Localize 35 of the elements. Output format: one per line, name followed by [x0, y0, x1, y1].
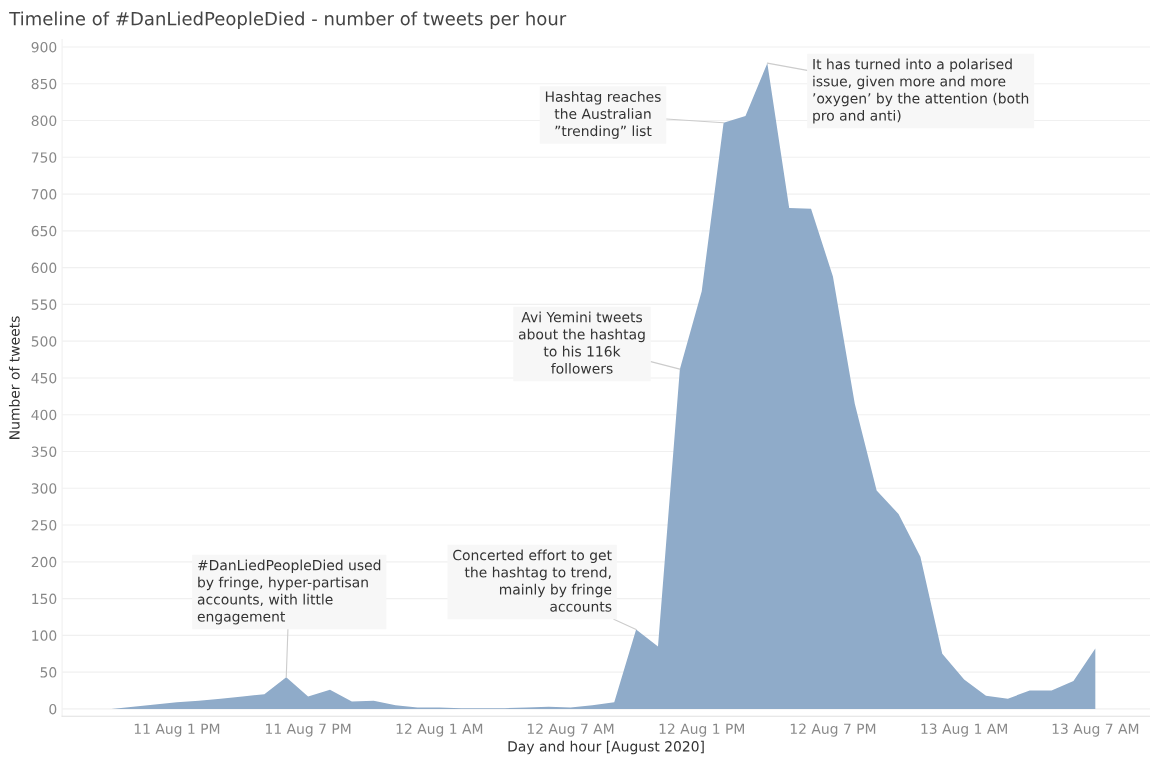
annotation: Avi Yemini tweets about the hashtag to his 116k followers	[518, 311, 645, 374]
y-tick-label: 500	[31, 336, 57, 347]
x-tick-label: 12 Aug 1 PM	[659, 723, 744, 737]
annotation: Concerted effort to get the hashtag to trend, mainly by fringe accounts	[453, 549, 612, 612]
y-tick-label: 300	[31, 483, 57, 494]
y-tick-label: 600	[31, 262, 57, 274]
y-tick-label: 50	[40, 667, 57, 678]
y-tick-label: 200	[31, 556, 57, 568]
x-axis-title: Day and hour [August 2020]	[508, 740, 704, 755]
y-tick-label: 150	[32, 593, 57, 605]
annotation: Hashtag reaches the Australian ”trending” list	[545, 91, 661, 139]
y-tick-label: 900	[31, 41, 57, 53]
x-tick-label: 11 Aug 7 PM	[266, 723, 351, 737]
y-tick-label: 100	[32, 630, 57, 641]
y-tick-label: 550	[31, 299, 57, 310]
x-tick-label: 12 Aug 1 AM	[396, 723, 483, 737]
y-tick-label: 850	[31, 78, 57, 90]
y-tick-label: 250	[31, 520, 57, 531]
x-tick-label: 12 Aug 7 AM	[527, 723, 614, 737]
chart-title: Timeline of #DanLiedPeopleDied - number of tweets per hour	[9, 11, 567, 29]
y-tick-label: 650	[31, 225, 57, 237]
x-tick-label: 13 Aug 1 AM	[921, 723, 1007, 737]
y-tick-label: 450	[31, 372, 57, 384]
x-tick-label: 12 Aug 7 PM	[790, 723, 876, 737]
x-tick-label: 13 Aug 7 AM	[1052, 723, 1139, 737]
y-tick-label: 750	[31, 152, 57, 163]
y-axis-title: Number of tweets	[8, 316, 20, 439]
y-tick-label: 800	[31, 115, 57, 126]
annotation: It has turned into a polarised issue, given more and more ’oxygen’ by the attention (both pro and anti)	[813, 58, 1029, 124]
y-tick-label: 0	[49, 703, 57, 715]
y-tick-label: 350	[31, 446, 57, 457]
y-tick-label: 400	[31, 409, 57, 421]
x-tick-label: 11 Aug 1 PM	[134, 723, 220, 737]
annotation: #DanLiedPeopleDied used by fringe, hyper-partisan accounts, with little engagement	[197, 559, 381, 625]
y-tick-label: 700	[31, 189, 57, 200]
